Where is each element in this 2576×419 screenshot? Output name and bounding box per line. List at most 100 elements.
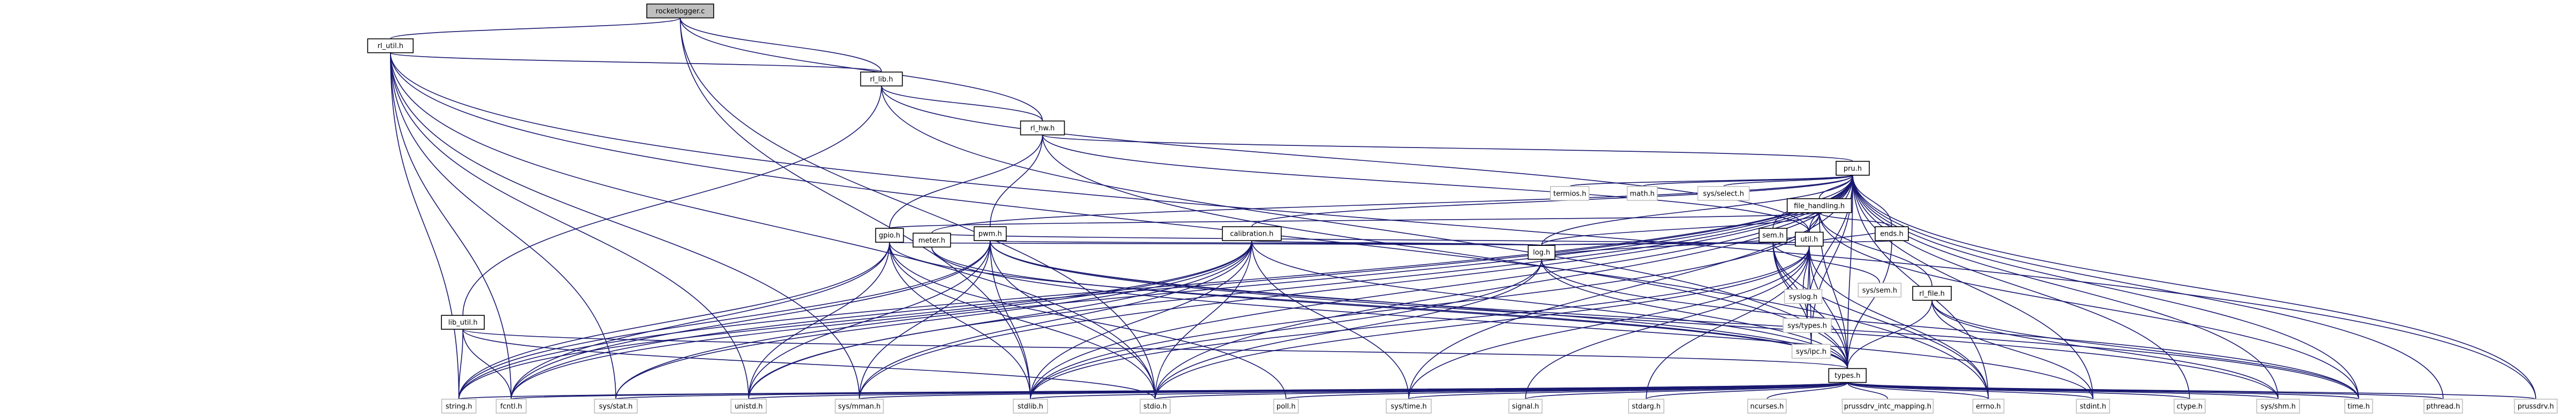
edge-calibration-to-sys_stat: [615, 240, 1252, 399]
node-string[interactable]: string.h: [441, 399, 477, 414]
edge-calibration-to-sys_mman: [859, 240, 1252, 399]
edge-root-to-stdio: [679, 18, 1156, 399]
node-lib-util[interactable]: lib_util.h: [441, 315, 485, 330]
node-poll[interactable]: poll.h: [1273, 399, 1299, 414]
edge-pru-to-math: [1641, 175, 1853, 187]
edge-ends-to-types: [1847, 240, 1892, 369]
node-label: rl_hw.h: [1030, 125, 1055, 133]
edge-lib_util-to-stdio: [462, 329, 1156, 400]
node-gpio[interactable]: gpio.h: [875, 228, 904, 243]
node-label: rocketlogger.c: [656, 7, 705, 15]
node-prussdrv-intc[interactable]: prussdrv_intc_mapping.h: [1841, 399, 1934, 414]
node-root[interactable]: rocketlogger.c: [646, 3, 714, 19]
node-math[interactable]: math.h: [1626, 186, 1658, 201]
node-label: termios.h: [1553, 190, 1586, 198]
node-sys-ipc[interactable]: sys/ipc.h: [1791, 344, 1831, 359]
node-box: [1783, 318, 1832, 333]
edge-file_handling-to-time: [1818, 212, 2359, 399]
edge-pru-to-stdio: [1155, 175, 1853, 399]
node-label: log.h: [1533, 249, 1550, 257]
node-prussdrv[interactable]: prussdrv.h: [2513, 399, 2558, 414]
edge-gpio-to-types: [889, 242, 1848, 369]
node-rl-util[interactable]: rl_util.h: [367, 38, 414, 53]
node-box: [1794, 231, 1824, 247]
node-label: rl_lib.h: [870, 75, 893, 83]
node-label: sys/types.h: [1787, 322, 1827, 330]
node-sys-sem[interactable]: sys/sem.h: [1858, 282, 1902, 298]
node-sys-time[interactable]: sys/time.h: [1386, 399, 1432, 414]
node-stdio[interactable]: stdio.h: [1140, 399, 1171, 414]
node-box: [441, 315, 485, 330]
node-box: [1784, 289, 1823, 304]
edge-types-to-fcntl: [510, 382, 1848, 400]
node-pthread[interactable]: pthread.h: [2423, 399, 2463, 414]
edge-rl_util-to-stdio: [389, 52, 1156, 399]
node-label: util.h: [1800, 236, 1818, 244]
edge-sem-to-types: [1772, 242, 1848, 369]
node-sys-mman[interactable]: sys/mman.h: [835, 399, 884, 414]
edge-log-to-stdio: [1155, 259, 1542, 399]
edge-types-to-stdint: [1847, 382, 2093, 400]
edge-pwm-to-string: [458, 240, 991, 399]
node-sys-types[interactable]: sys/types.h: [1783, 318, 1832, 333]
node-termios[interactable]: termios.h: [1550, 186, 1589, 201]
edge-pru-to-time: [1852, 175, 2359, 399]
node-label: meter.h: [919, 237, 945, 245]
edge-calibration-to-stdio: [1155, 240, 1252, 399]
node-sys-stat[interactable]: sys/stat.h: [594, 399, 638, 414]
edge-pru-to-ctype: [1852, 175, 2190, 399]
node-rl-hw[interactable]: rl_hw.h: [1020, 120, 1065, 136]
node-types[interactable]: types.h: [1828, 368, 1867, 383]
edge-calibration-to-string: [458, 240, 1252, 399]
node-stdint[interactable]: stdint.h: [2076, 399, 2110, 414]
edge-root-to-rl_util: [389, 17, 681, 40]
node-box: [1550, 186, 1589, 201]
node-log[interactable]: log.h: [1527, 245, 1556, 260]
edge-file_handling-to-gpio: [889, 212, 1820, 229]
edge-types-to-prussdrv_intc: [1847, 382, 1889, 400]
edge-pru-to-log: [1541, 175, 1853, 246]
node-sem[interactable]: sem.h: [1759, 228, 1787, 243]
node-meter[interactable]: meter.h: [912, 232, 951, 248]
node-label: math.h: [1630, 190, 1654, 198]
node-ctype[interactable]: ctype.h: [2173, 399, 2206, 414]
edge-pwm-to-sys_shm: [989, 240, 2279, 399]
node-pwm[interactable]: pwm.h: [973, 226, 1007, 242]
node-file-handling[interactable]: file_handling.h: [1786, 198, 1852, 213]
edge-file_handling-to-stdlib: [1030, 212, 1820, 399]
node-box: [875, 228, 904, 243]
node-time[interactable]: time.h: [2344, 399, 2373, 414]
node-label: sys/ipc.h: [1796, 348, 1826, 356]
edge-rl_hw-to-types: [1042, 135, 1848, 369]
node-sys-shm[interactable]: sys/shm.h: [2256, 399, 2300, 414]
node-unistd[interactable]: unistd.h: [730, 399, 767, 414]
node-stdlib[interactable]: stdlib.h: [1013, 399, 1048, 414]
node-syslog[interactable]: syslog.h: [1784, 289, 1823, 304]
edge-types-to-errno: [1847, 382, 1989, 400]
node-stdarg[interactable]: stdarg.h: [1628, 399, 1664, 414]
node-box: [1759, 228, 1787, 243]
node-label: ctype.h: [2176, 402, 2203, 410]
node-label: file_handling.h: [1794, 202, 1845, 210]
node-errno[interactable]: errno.h: [1972, 399, 2005, 414]
node-fcntl[interactable]: fcntl.h: [495, 399, 527, 414]
node-rl-lib[interactable]: rl_lib.h: [860, 71, 903, 87]
node-label: errno.h: [1976, 402, 2001, 410]
node-label: rl_util.h: [378, 42, 403, 50]
node-util[interactable]: util.h: [1794, 231, 1824, 247]
node-calibration[interactable]: calibration.h: [1221, 226, 1282, 242]
node-box: [2513, 399, 2558, 414]
node-label: syslog.h: [1789, 293, 1817, 301]
edge-file_handling-to-log: [1541, 212, 1820, 246]
node-ends[interactable]: ends.h: [1875, 226, 1909, 242]
node-pru[interactable]: pru.h: [1836, 161, 1870, 176]
node-rl-file[interactable]: rl_file.h: [1912, 285, 1952, 301]
edge-root-to-rl_lib: [679, 18, 882, 72]
node-ncurses[interactable]: ncurses.h: [1747, 399, 1787, 414]
node-sys-select[interactable]: sys/select.h: [1697, 186, 1750, 201]
node-box: [1020, 120, 1065, 136]
edge-rl_util-to-string: [389, 52, 460, 399]
node-box: [1912, 285, 1952, 301]
node-signal[interactable]: signal.h: [1508, 399, 1543, 414]
